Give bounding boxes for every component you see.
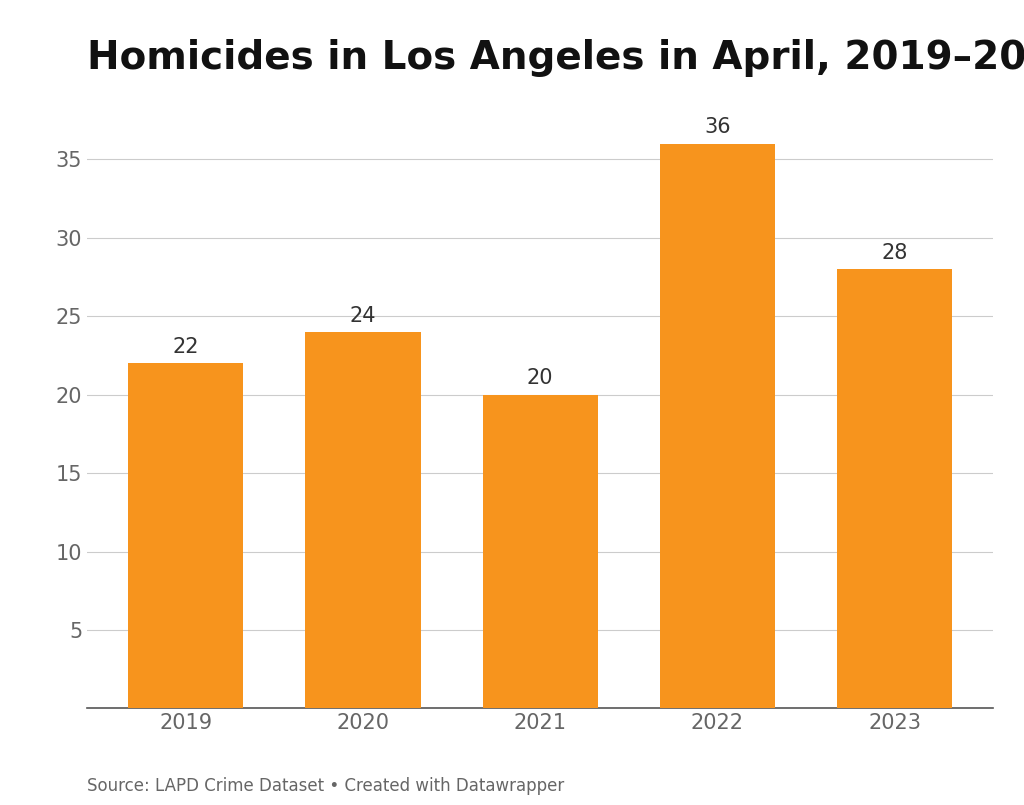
Text: 28: 28 — [882, 243, 907, 263]
Text: Source: LAPD Crime Dataset • Created with Datawrapper: Source: LAPD Crime Dataset • Created wit… — [87, 777, 564, 795]
Bar — [305, 332, 421, 708]
Text: 24: 24 — [350, 306, 376, 326]
Bar — [128, 363, 244, 708]
Text: 20: 20 — [527, 369, 553, 388]
Bar — [482, 394, 598, 708]
Text: 36: 36 — [705, 118, 731, 138]
Text: 22: 22 — [173, 337, 199, 357]
Text: Homicides in Los Angeles in April, 2019–2023: Homicides in Los Angeles in April, 2019–… — [87, 39, 1024, 76]
Bar — [659, 143, 775, 708]
Bar — [837, 269, 952, 708]
